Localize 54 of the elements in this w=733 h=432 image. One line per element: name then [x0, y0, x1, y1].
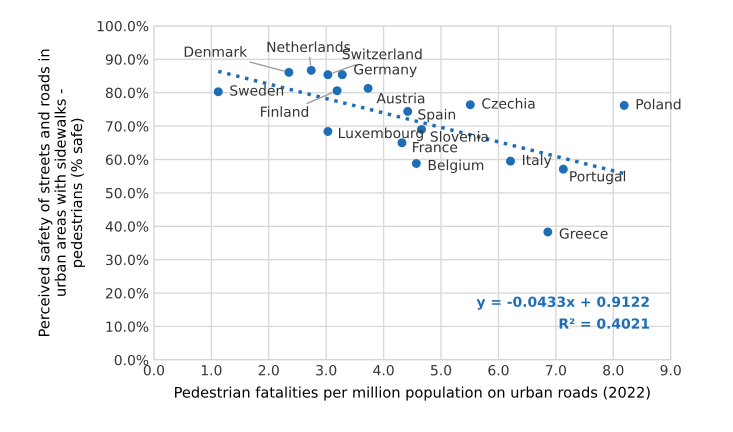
point	[364, 84, 373, 93]
annotation: Spain	[418, 108, 456, 122]
x-tick-label: 0.0	[144, 364, 164, 376]
x-tick-label: 9.0	[660, 364, 681, 376]
annotation: Portugal	[570, 170, 626, 184]
point	[403, 106, 412, 116]
point	[506, 156, 515, 166]
point	[332, 86, 342, 96]
y-tick-label: 30.0%	[106, 254, 148, 266]
point	[323, 126, 332, 136]
annotation: France	[413, 142, 458, 152]
x-tick-label: 8.0	[603, 364, 624, 376]
point	[306, 66, 316, 75]
annotation: R² = 0.4021	[560, 318, 650, 329]
point	[543, 227, 552, 236]
y-tick-label: 70.0%	[106, 121, 148, 132]
point	[214, 87, 223, 96]
point	[323, 70, 332, 80]
annotation: y = -0.0433x + 0.9122	[476, 296, 649, 310]
x-tick-label: 4.0	[373, 364, 394, 376]
point	[466, 100, 475, 110]
point	[620, 100, 629, 110]
point	[284, 68, 294, 77]
annotation: Poland	[636, 98, 680, 110]
point	[338, 70, 347, 80]
y-tick-label: 60.0%	[106, 154, 148, 165]
annotation: Germany	[354, 64, 417, 78]
x-tick-label: 6.0	[488, 364, 509, 376]
y-tick-label: 20.0%	[106, 288, 148, 299]
x-tick-label: 1.0	[202, 364, 222, 376]
y-tick-label: 100.0%	[98, 20, 148, 32]
x-tick-label: 5.0	[431, 364, 452, 376]
annotation: Belgium	[428, 160, 484, 173]
y-tick-label: 50.0%	[106, 188, 148, 198]
y-tick-label: 90.0%	[106, 54, 148, 65]
y-tick-label: 0.0%	[114, 354, 148, 366]
y-tick-label: 80.0%	[106, 88, 148, 98]
x-axis-title: Pedestrian fatalities per million population on urban roads (2022)	[175, 386, 650, 401]
x-tick-label: 2.0	[258, 364, 279, 376]
annotation: Denmark	[184, 46, 248, 57]
point	[558, 164, 568, 174]
annotation: Finland	[261, 106, 308, 117]
y-tick-label: 40.0%	[106, 221, 148, 232]
annotation: Greece	[560, 228, 608, 239]
y-tick-label: 10.0%	[106, 321, 148, 332]
x-tick-label: 7.0	[546, 364, 566, 376]
annotation: Czechia	[482, 98, 534, 109]
annotation: Sweden	[230, 84, 284, 96]
annotation: Austria	[376, 92, 424, 104]
y-axis-title: Perceived safety of streets and roads in urban areas with sidewalks - pedestrians (% safe)	[38, 50, 85, 336]
annotation: Luxembourg	[338, 128, 423, 141]
annotation: Italy	[522, 154, 552, 168]
x-tick-label: 3.0	[316, 364, 336, 376]
point	[412, 159, 421, 168]
